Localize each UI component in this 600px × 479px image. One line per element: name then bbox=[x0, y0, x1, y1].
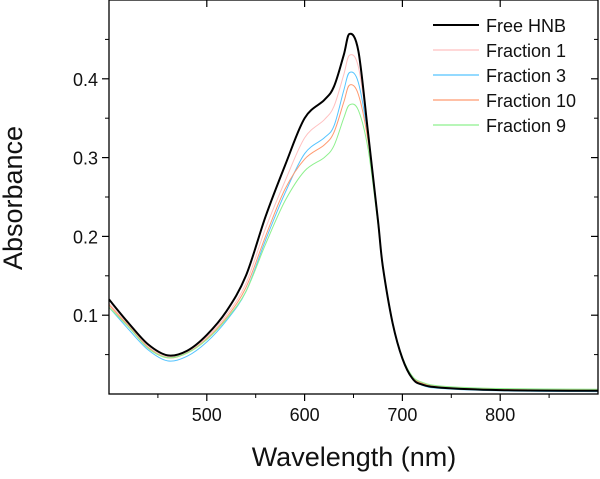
legend-label: Fraction 1 bbox=[486, 41, 566, 61]
legend-label: Fraction 9 bbox=[486, 116, 566, 136]
y-tick-label: 0.1 bbox=[73, 306, 98, 326]
series-layer bbox=[108, 32, 599, 393]
legend: Free HNB Fraction 1 Fraction 3 Fraction 10 F… bbox=[433, 16, 576, 136]
series-line-fraction-9 bbox=[108, 103, 599, 390]
legend-label: Fraction 10 bbox=[486, 91, 576, 111]
legend-label: Fraction 3 bbox=[486, 66, 566, 86]
x-tick-label: 800 bbox=[485, 405, 515, 425]
y-tick-label: 0.3 bbox=[73, 149, 98, 169]
x-tick-label: 500 bbox=[192, 405, 222, 425]
x-tick-label: 700 bbox=[387, 405, 417, 425]
x-axis-title: Wavelength (nm) bbox=[252, 442, 457, 472]
y-axis-title: Absorbance bbox=[0, 126, 28, 270]
ticks-layer: 500 600 700 800 0.1 0.2 0.3 0.4 bbox=[73, 0, 598, 425]
x-tick-label: 600 bbox=[290, 405, 320, 425]
y-tick-label: 0.4 bbox=[73, 70, 98, 90]
y-tick-label: 0.2 bbox=[73, 227, 98, 247]
series-line-free-hnb bbox=[108, 32, 599, 392]
legend-label: Free HNB bbox=[486, 16, 566, 36]
